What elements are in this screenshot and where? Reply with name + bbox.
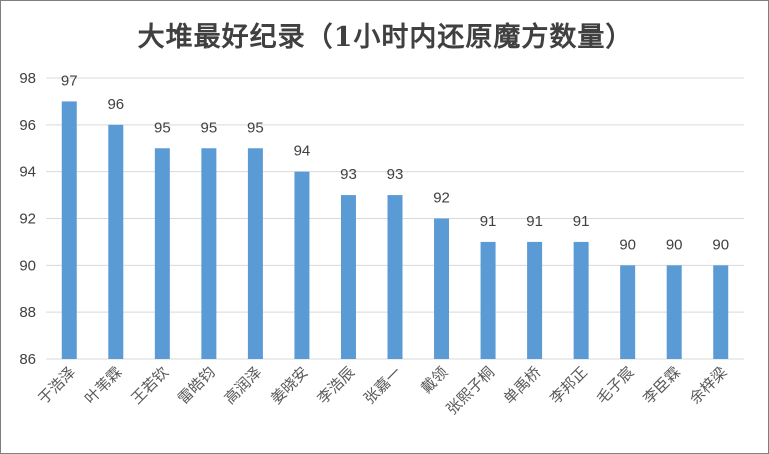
bar [154,148,170,359]
x-tick-label: 姜晓安 [267,363,312,408]
x-tick-label: 张熙子桐 [443,363,498,418]
y-tick-label: 98 [19,70,36,87]
bar [480,241,496,359]
x-tick-label: 李邦正 [546,363,591,408]
y-tick-label: 88 [19,304,36,321]
x-axis-labels: 于浩泽 叶苇霖 王若钦 雷皓钧 高润泽 姜晓安 李浩辰 张嘉一 戴领张熙子桐 单禹桥 李邦正 毛子宸李… [35,363,731,418]
x-tick-label: 叶苇霖 [81,363,126,408]
bar [201,148,217,359]
x-tick-label: 李浩辰 [314,363,359,408]
data-label: 92 [433,190,450,207]
data-label: 95 [247,119,264,136]
x-tick-label: 雷皓钧 [174,363,219,408]
data-label: 90 [666,236,683,253]
data-label: 91 [526,213,543,230]
bar [434,218,450,359]
x-tick-label: 于浩泽 [35,363,80,408]
x-tick-label: 余梓梁 [686,363,731,408]
data-label: 90 [712,236,729,253]
bar [247,148,263,359]
data-labels: 97 96 95 95 95 94 93 93 92 91 91 91 90 90 90 [61,72,729,253]
bar [620,265,636,359]
data-label: 94 [294,143,311,160]
x-tick-label: 单禹桥 [500,363,545,408]
bars [61,101,729,360]
x-tick-label: 戴领 [417,363,451,397]
data-label: 97 [61,72,78,89]
y-tick-label: 94 [19,164,36,181]
bar [61,101,77,360]
data-label: 95 [201,119,218,136]
bar [713,265,729,359]
data-label: 93 [387,166,404,183]
x-tick-label: 毛子宸 [593,363,638,408]
x-tick-label: 张嘉一 [360,363,405,408]
data-label: 91 [573,213,590,230]
bar [108,124,124,359]
bar [387,195,403,359]
x-tick-label: 王若钦 [128,363,173,408]
y-tick-label: 96 [19,117,36,134]
data-label: 95 [154,119,171,136]
chart-title: 大堆最好纪录（1小时内还原魔方数量） [137,22,634,53]
y-axis-ticks: 86 88 90 92 94 96 98 [19,70,36,368]
data-label: 96 [107,96,124,113]
data-label: 93 [340,166,357,183]
data-label: 91 [480,213,497,230]
bar [340,195,356,359]
y-tick-label: 90 [19,257,36,274]
x-tick-label: 高润泽 [221,363,266,408]
y-tick-label: 92 [19,211,36,228]
bar [666,265,682,359]
bar [573,241,589,359]
bar [294,171,310,359]
data-label: 90 [619,236,636,253]
y-tick-label: 86 [19,351,36,368]
x-tick-label: 李臣霖 [639,363,684,408]
bar [527,241,543,359]
